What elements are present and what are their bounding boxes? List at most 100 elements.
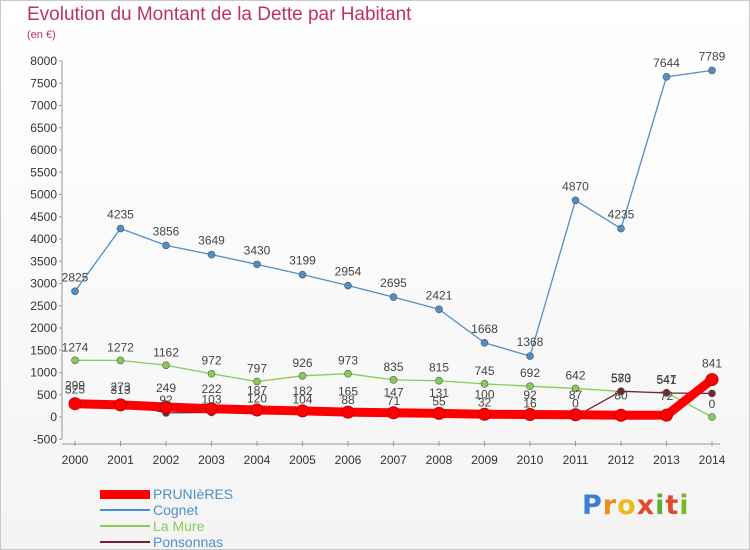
data-label: 7789 — [699, 49, 726, 63]
x-tick-label: 2007 — [380, 453, 407, 467]
data-label: 3199 — [289, 254, 316, 268]
x-tick-label: 2009 — [471, 453, 498, 467]
data-label: 4235 — [107, 208, 134, 222]
y-tick-label: 4500 — [30, 210, 57, 224]
logo-letter: i — [655, 490, 666, 521]
data-point — [526, 382, 534, 391]
data-label: 547 — [656, 373, 676, 387]
data-label: 1368 — [517, 335, 544, 349]
legend-label: Ponsonnas — [153, 534, 224, 550]
data-label: 120 — [247, 392, 267, 406]
data-point — [569, 408, 582, 422]
data-label: 16 — [523, 396, 537, 410]
data-label: 692 — [520, 366, 540, 380]
data-label: 841 — [702, 357, 722, 371]
logo-letter: o — [617, 490, 637, 521]
data-point — [389, 293, 398, 301]
data-point — [250, 403, 264, 417]
data-label: 249 — [156, 381, 176, 395]
legend-label: Cognet — [153, 502, 199, 518]
data-label: 0 — [709, 397, 716, 411]
data-label: 72 — [660, 389, 674, 403]
data-point — [253, 260, 261, 269]
data-point — [523, 408, 537, 422]
data-point — [253, 377, 261, 386]
data-point — [207, 250, 216, 259]
data-label: 182 — [292, 384, 312, 398]
legend-label: La Mure — [153, 518, 205, 534]
data-point — [296, 404, 309, 418]
data-point — [71, 356, 79, 365]
data-label: 2421 — [426, 288, 453, 302]
data-point — [480, 380, 489, 388]
data-label: 3649 — [198, 234, 225, 248]
logo-letter: P — [582, 490, 603, 521]
y-tick-label: 7000 — [30, 99, 57, 113]
data-point — [68, 397, 82, 411]
data-label: 2954 — [335, 265, 362, 279]
data-label: 745 — [474, 364, 494, 378]
x-tick-label: 2001 — [107, 453, 134, 467]
data-label: 100 — [474, 388, 494, 402]
logo-letter: x — [636, 490, 656, 521]
data-label: 131 — [429, 386, 449, 400]
y-tick-label: 1500 — [30, 343, 57, 357]
data-label: 2825 — [62, 270, 89, 284]
data-point — [435, 305, 443, 314]
proxiti-logo: Proxiti — [582, 490, 690, 521]
y-tick-label: 500 — [37, 388, 57, 402]
data-point — [617, 224, 625, 233]
x-tick-label: 2014 — [699, 453, 726, 467]
logo-letter: i — [679, 490, 690, 521]
y-tick-label: 5500 — [30, 165, 57, 179]
legend: PRUNIèRES Cognet La Mure Ponsonnas — [100, 486, 320, 550]
data-point — [571, 196, 580, 205]
data-point — [526, 352, 534, 360]
data-point — [432, 406, 446, 420]
x-tick-label: 2002 — [153, 453, 180, 467]
data-point — [298, 371, 307, 380]
logo-letter: r — [602, 490, 618, 521]
legend-item: La Mure — [100, 518, 320, 534]
y-tick-label: 3000 — [30, 277, 57, 291]
y-tick-label: 7500 — [30, 76, 57, 90]
data-label: 573 — [611, 372, 631, 386]
data-point — [708, 66, 716, 75]
data-point — [614, 408, 628, 422]
data-point — [387, 406, 400, 420]
data-label: 147 — [383, 385, 403, 399]
data-point — [159, 400, 173, 414]
data-label: 165 — [338, 385, 358, 399]
data-label: 1162 — [153, 345, 179, 359]
data-point — [162, 241, 170, 250]
data-label: 92 — [159, 393, 173, 407]
y-tick-label: 1000 — [30, 366, 57, 380]
data-label: 580 — [611, 371, 631, 385]
legend-swatch — [100, 490, 150, 499]
data-point — [116, 224, 125, 233]
y-tick-label: 6500 — [30, 121, 57, 135]
data-point — [71, 287, 79, 296]
data-point — [662, 389, 671, 397]
y-tick-label: -500 — [33, 432, 57, 446]
data-label: 4870 — [562, 179, 589, 193]
data-label: 926 — [292, 356, 312, 370]
data-label: 1272 — [107, 340, 134, 354]
data-point — [389, 376, 398, 384]
y-tick-label: 6000 — [30, 143, 57, 157]
data-label: 92 — [523, 388, 537, 402]
x-tick-label: 2008 — [426, 453, 453, 467]
x-tick-label: 2011 — [563, 453, 589, 467]
data-label: 187 — [247, 384, 267, 398]
data-label: 7644 — [653, 56, 680, 70]
data-point — [298, 270, 307, 279]
data-label: 0 — [572, 397, 579, 411]
data-point — [662, 73, 671, 81]
data-label: 273 — [110, 380, 130, 394]
data-point — [660, 408, 673, 422]
data-point — [708, 413, 716, 421]
chart-title: Evolution du Montant de la Dette par Hab… — [27, 4, 412, 25]
data-label: 797 — [247, 362, 267, 376]
